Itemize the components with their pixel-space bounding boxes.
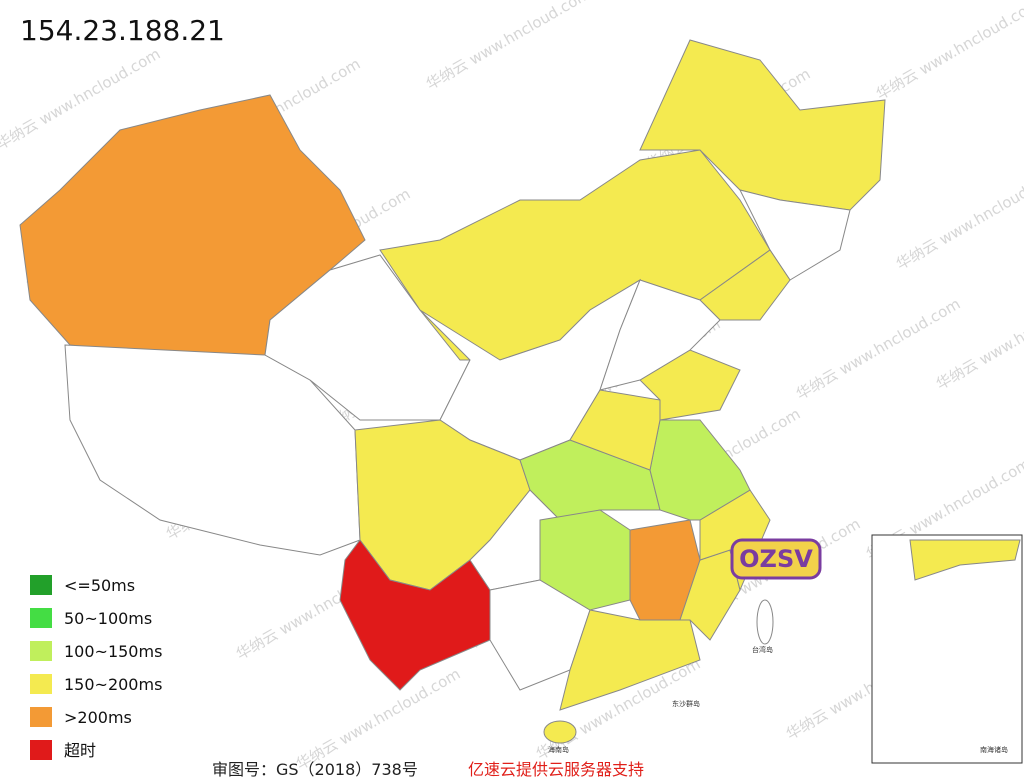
legend-swatch	[30, 641, 52, 661]
china-map: 台湾岛 海南岛 东沙群岛	[19, 39, 886, 754]
sticker-text: OZSV	[739, 545, 813, 573]
legend-label: >200ms	[64, 708, 132, 727]
taiwan	[756, 599, 774, 645]
hebei-shanxi	[599, 279, 721, 391]
watermark: 华纳云 www.hncloud.com	[423, 0, 593, 93]
legend-label: 超时	[64, 741, 96, 760]
legend-swatch	[30, 674, 52, 694]
legend-label: 150~200ms	[64, 675, 162, 694]
legend-label: 100~150ms	[64, 642, 162, 661]
sticker-bg	[730, 538, 822, 580]
anhui-jiangsu	[649, 419, 751, 521]
heilongjiang	[639, 39, 886, 211]
legend-label: 50~100ms	[64, 609, 152, 628]
watermark: 华纳云 www.hncloud.com	[293, 665, 463, 774]
inset-frame	[871, 534, 1023, 764]
legend-swatch	[30, 575, 52, 595]
legend-swatch	[30, 740, 52, 760]
yunnan	[339, 539, 491, 691]
sticker: OZSV	[730, 538, 822, 580]
legend-swatch	[30, 707, 52, 727]
watermark: 华纳云 www.hncloud.com	[873, 0, 1024, 103]
south-sea-inset: 南海诸岛	[871, 534, 1023, 764]
legend-swatch	[30, 608, 52, 628]
guangdong	[559, 609, 701, 711]
approval-number: 审图号：GS（2018）738号	[212, 760, 418, 779]
legend-label: <=50ms	[64, 576, 135, 595]
ip-title: 154.23.188.21	[20, 14, 225, 47]
map-label: 南海诸岛	[980, 745, 1008, 754]
map-label: 海南岛	[548, 745, 569, 754]
inset-land	[909, 539, 1021, 581]
legend: <=50ms 50~100ms 100~150ms 150~200ms >200ms 超时	[30, 575, 162, 760]
map-label: 东沙群岛	[672, 699, 700, 708]
watermark: 华纳云 www.hncloud.com	[893, 165, 1024, 274]
map-label: 台湾岛	[752, 645, 773, 654]
hainan	[543, 720, 577, 744]
support-note: 亿速云提供云服务器支持	[468, 760, 644, 779]
